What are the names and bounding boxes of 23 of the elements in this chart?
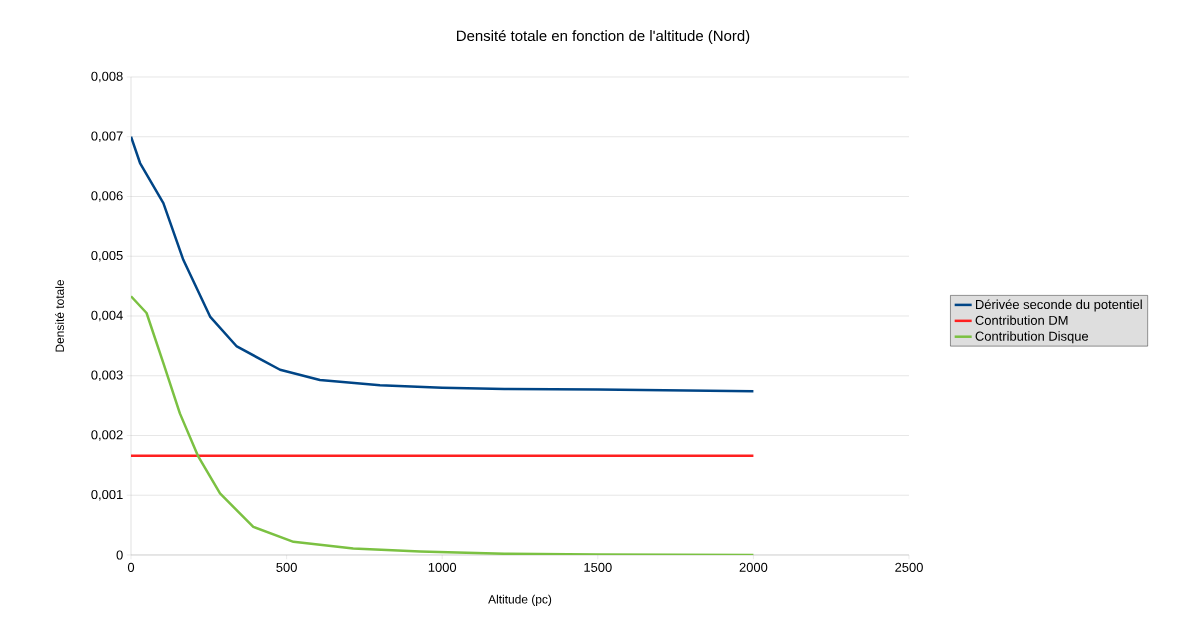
x-tick-label: 1500 [584, 562, 612, 572]
legend-label: Contribution Disque [975, 331, 1089, 344]
legend-label: Dérivée seconde du potentiel [975, 299, 1142, 312]
y-tick-label: 0 [116, 550, 123, 560]
y-tick-label: 0,004 [91, 310, 123, 322]
x-tick-label: 2500 [895, 562, 923, 572]
y-tick-label: 0,001 [91, 489, 123, 501]
x-tick-label: 0 [127, 562, 135, 572]
y-tick-label: 0,003 [91, 370, 123, 382]
x-axis-title: Altitude (pc) [488, 594, 552, 606]
y-tick-label: 0,008 [91, 71, 123, 83]
y-tick-label: 0,007 [91, 131, 123, 143]
y-tick-label: 0,002 [91, 430, 123, 441]
y-tick-label: 0,006 [91, 191, 123, 202]
line-series [131, 295, 755, 555]
y-axis-title: Densité totale [55, 280, 64, 352]
y-tick-label: 0,005 [91, 250, 123, 262]
line-series [131, 135, 755, 393]
legend-label: Contribution DM [975, 315, 1068, 325]
x-tick-label: 500 [276, 562, 297, 572]
x-tick-label: 2000 [739, 562, 768, 572]
x-tick-label: 1000 [428, 562, 457, 572]
chart-title: Densité totale en fonction de l'altitude (Nord) [457, 29, 750, 45]
